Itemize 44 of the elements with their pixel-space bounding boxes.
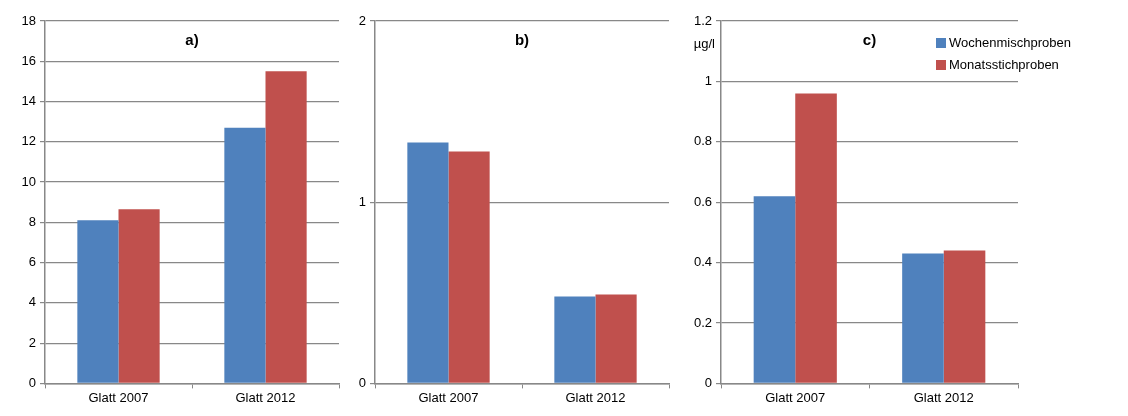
y-tick-label: 0.8 <box>693 133 712 149</box>
y-tick-label: 0.4 <box>693 254 712 270</box>
text: a) <box>185 31 199 49</box>
x-tick-label: Glatt 2007 <box>88 389 149 405</box>
y-tick-label: 2 <box>28 334 36 350</box>
legend-label: Monatsstichproben <box>949 56 1059 72</box>
y-tick-label: 0 <box>704 374 712 390</box>
x-tick-label: Glatt 2012 <box>913 389 974 405</box>
y-tick-label: 10 <box>21 173 36 189</box>
y-tick-label: 6 <box>28 254 36 270</box>
text: b) <box>514 31 530 49</box>
bar <box>77 220 119 383</box>
bar <box>265 71 307 383</box>
y-tick-label: 0 <box>358 374 366 390</box>
y-tick-label: 0.2 <box>693 314 712 330</box>
x-tick-label: Glatt 2007 <box>765 389 826 405</box>
bar <box>224 127 266 383</box>
bar <box>554 296 596 383</box>
bar <box>902 253 944 383</box>
y-tick-label: 14 <box>21 93 36 109</box>
y-tick-label: 1 <box>704 72 712 88</box>
y-tick-label: 2 <box>358 12 366 28</box>
y-tick-label: 4 <box>28 294 36 310</box>
bar <box>753 196 796 383</box>
y-tick-label: 1.2 <box>693 12 712 28</box>
y-tick-label: 18 <box>21 12 36 28</box>
bar <box>407 142 449 383</box>
y-tick-label: 0.6 <box>693 193 712 209</box>
bar <box>448 151 490 383</box>
text: c) <box>862 31 877 49</box>
x-tick-label: Glatt 2012 <box>235 389 296 405</box>
y-tick-label: 12 <box>21 133 36 149</box>
y-tick-label: 1 <box>358 193 366 209</box>
legend-label: Wochenmischproben <box>949 34 1071 50</box>
x-tick-label: Glatt 2012 <box>565 389 626 405</box>
y-axis-title: µg/l <box>693 35 716 51</box>
bar <box>595 294 637 383</box>
bar <box>943 250 986 383</box>
bar <box>795 93 837 383</box>
y-tick-label: 0 <box>28 374 36 390</box>
y-tick-label: 8 <box>28 213 36 229</box>
y-tick-label: 16 <box>21 52 36 68</box>
x-tick-label: Glatt 2007 <box>418 389 479 405</box>
bar <box>118 209 160 383</box>
